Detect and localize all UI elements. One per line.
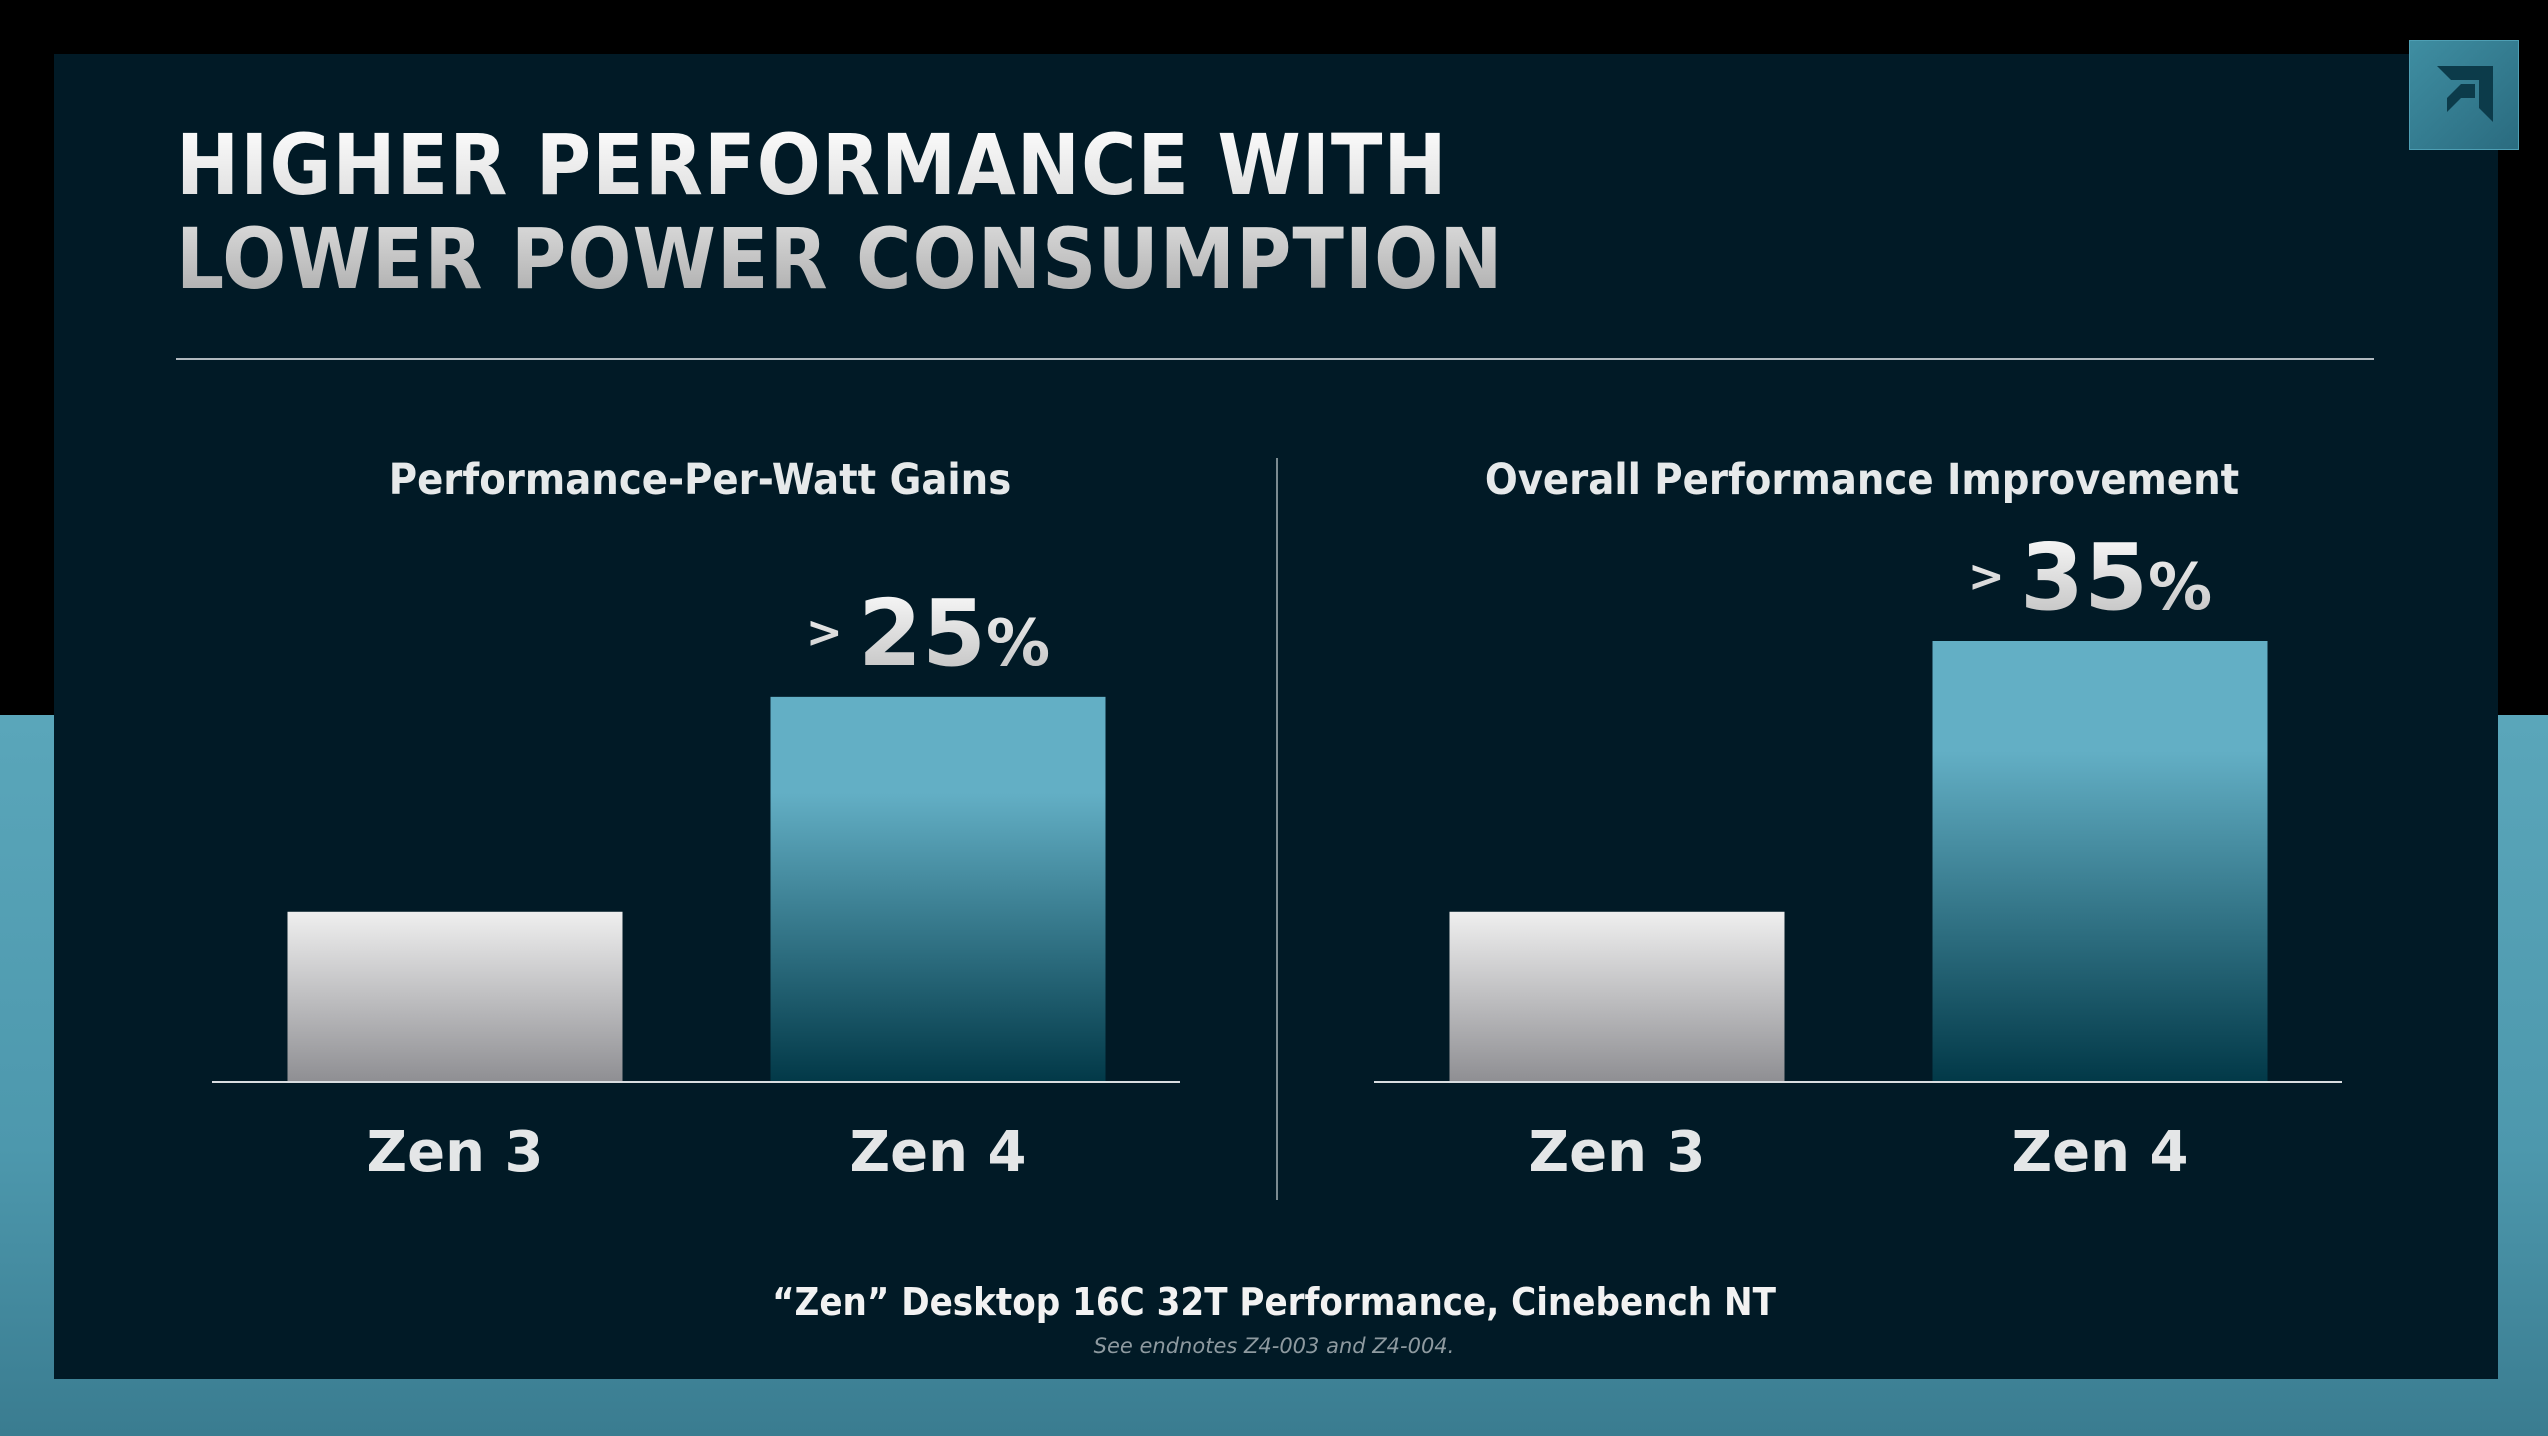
bar-zen-3 [287, 911, 623, 1081]
chart-title: Overall Performance Improvement [1484, 455, 2240, 505]
x-tick-label: Zen 3 [367, 1120, 544, 1185]
page-title: HIGHER PERFORMANCE WITH LOWER POWER CONS… [176, 118, 1676, 306]
chart-svg: Zen 3 Zen 4 > 35% [1374, 524, 2342, 1185]
x-tick-label: Zen 3 [1529, 1120, 1706, 1185]
x-tick-label: Zen 4 [850, 1120, 1027, 1185]
footer-caption: “Zen” Desktop 16C 32T Performance, Cineb… [772, 1280, 1776, 1324]
amd-logo [2409, 40, 2519, 150]
chart-divider [1276, 458, 1278, 1200]
data-label-annotation: > 25% [806, 580, 1050, 687]
x-tick-label: Zen 4 [2012, 1120, 2189, 1185]
title-divider [176, 358, 2374, 360]
chart-svg: Zen 3 Zen 4 > 25% [212, 580, 1180, 1185]
chart-overall-performance: Overall Performance Improvement Zen 3 Zen… [1362, 455, 2362, 1215]
amd-logo-icon [2437, 66, 2493, 122]
bar-zen-3 [1449, 911, 1785, 1081]
data-label-annotation: > 35% [1968, 524, 2212, 631]
footnote: See endnotes Z4-003 and Z4-004. [1093, 1334, 1455, 1358]
bar-zen-4 [1932, 641, 2268, 1081]
x-axis-line [1374, 1081, 2342, 1083]
x-axis-line [212, 1081, 1180, 1083]
title-line-1: HIGHER PERFORMANCE WITH [176, 116, 1448, 214]
bar-zen-4 [770, 696, 1106, 1081]
chart-perf-per-watt: Performance-Per-Watt Gains Zen 3 Zen 4 > 2… [200, 455, 1200, 1215]
chart-title: Performance-Per-Watt Gains [388, 455, 1012, 505]
title-line-2: LOWER POWER CONSUMPTION [176, 210, 1504, 308]
